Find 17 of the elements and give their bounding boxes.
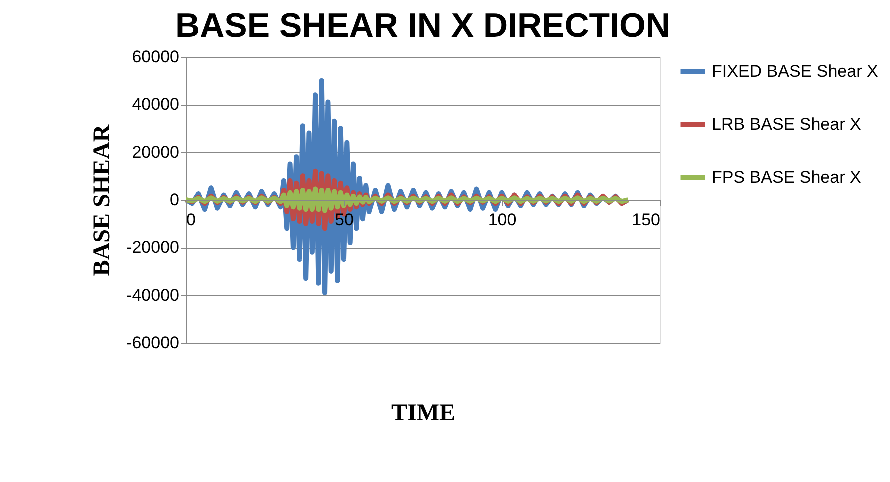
x-tick-label: 150 — [632, 210, 660, 230]
legend-label: FPS BASE Shear X — [712, 168, 862, 187]
y-tick-label: 20000 — [132, 142, 180, 162]
y-tick-label: 60000 — [132, 48, 180, 66]
x-tick-label: 50 — [335, 210, 354, 230]
y-tick-label: -20000 — [126, 238, 180, 258]
y-tick-label: 0 — [170, 190, 180, 210]
y-tick-label: -60000 — [126, 334, 180, 352]
legend-label: FIXED BASE Shear X — [712, 62, 878, 81]
x-tick-label: 0 — [186, 210, 196, 230]
y-tick-label: 40000 — [132, 95, 180, 114]
x-axis-title: TIME — [391, 400, 456, 426]
x-tick-label: 100 — [488, 210, 517, 230]
y-tick-label: -40000 — [126, 286, 180, 305]
chart-title: BASE SHEAR IN X DIRECTION — [176, 7, 670, 45]
legend-label: LRB BASE Shear X — [712, 115, 862, 134]
y-axis-title: BASE SHEAR — [90, 124, 116, 276]
